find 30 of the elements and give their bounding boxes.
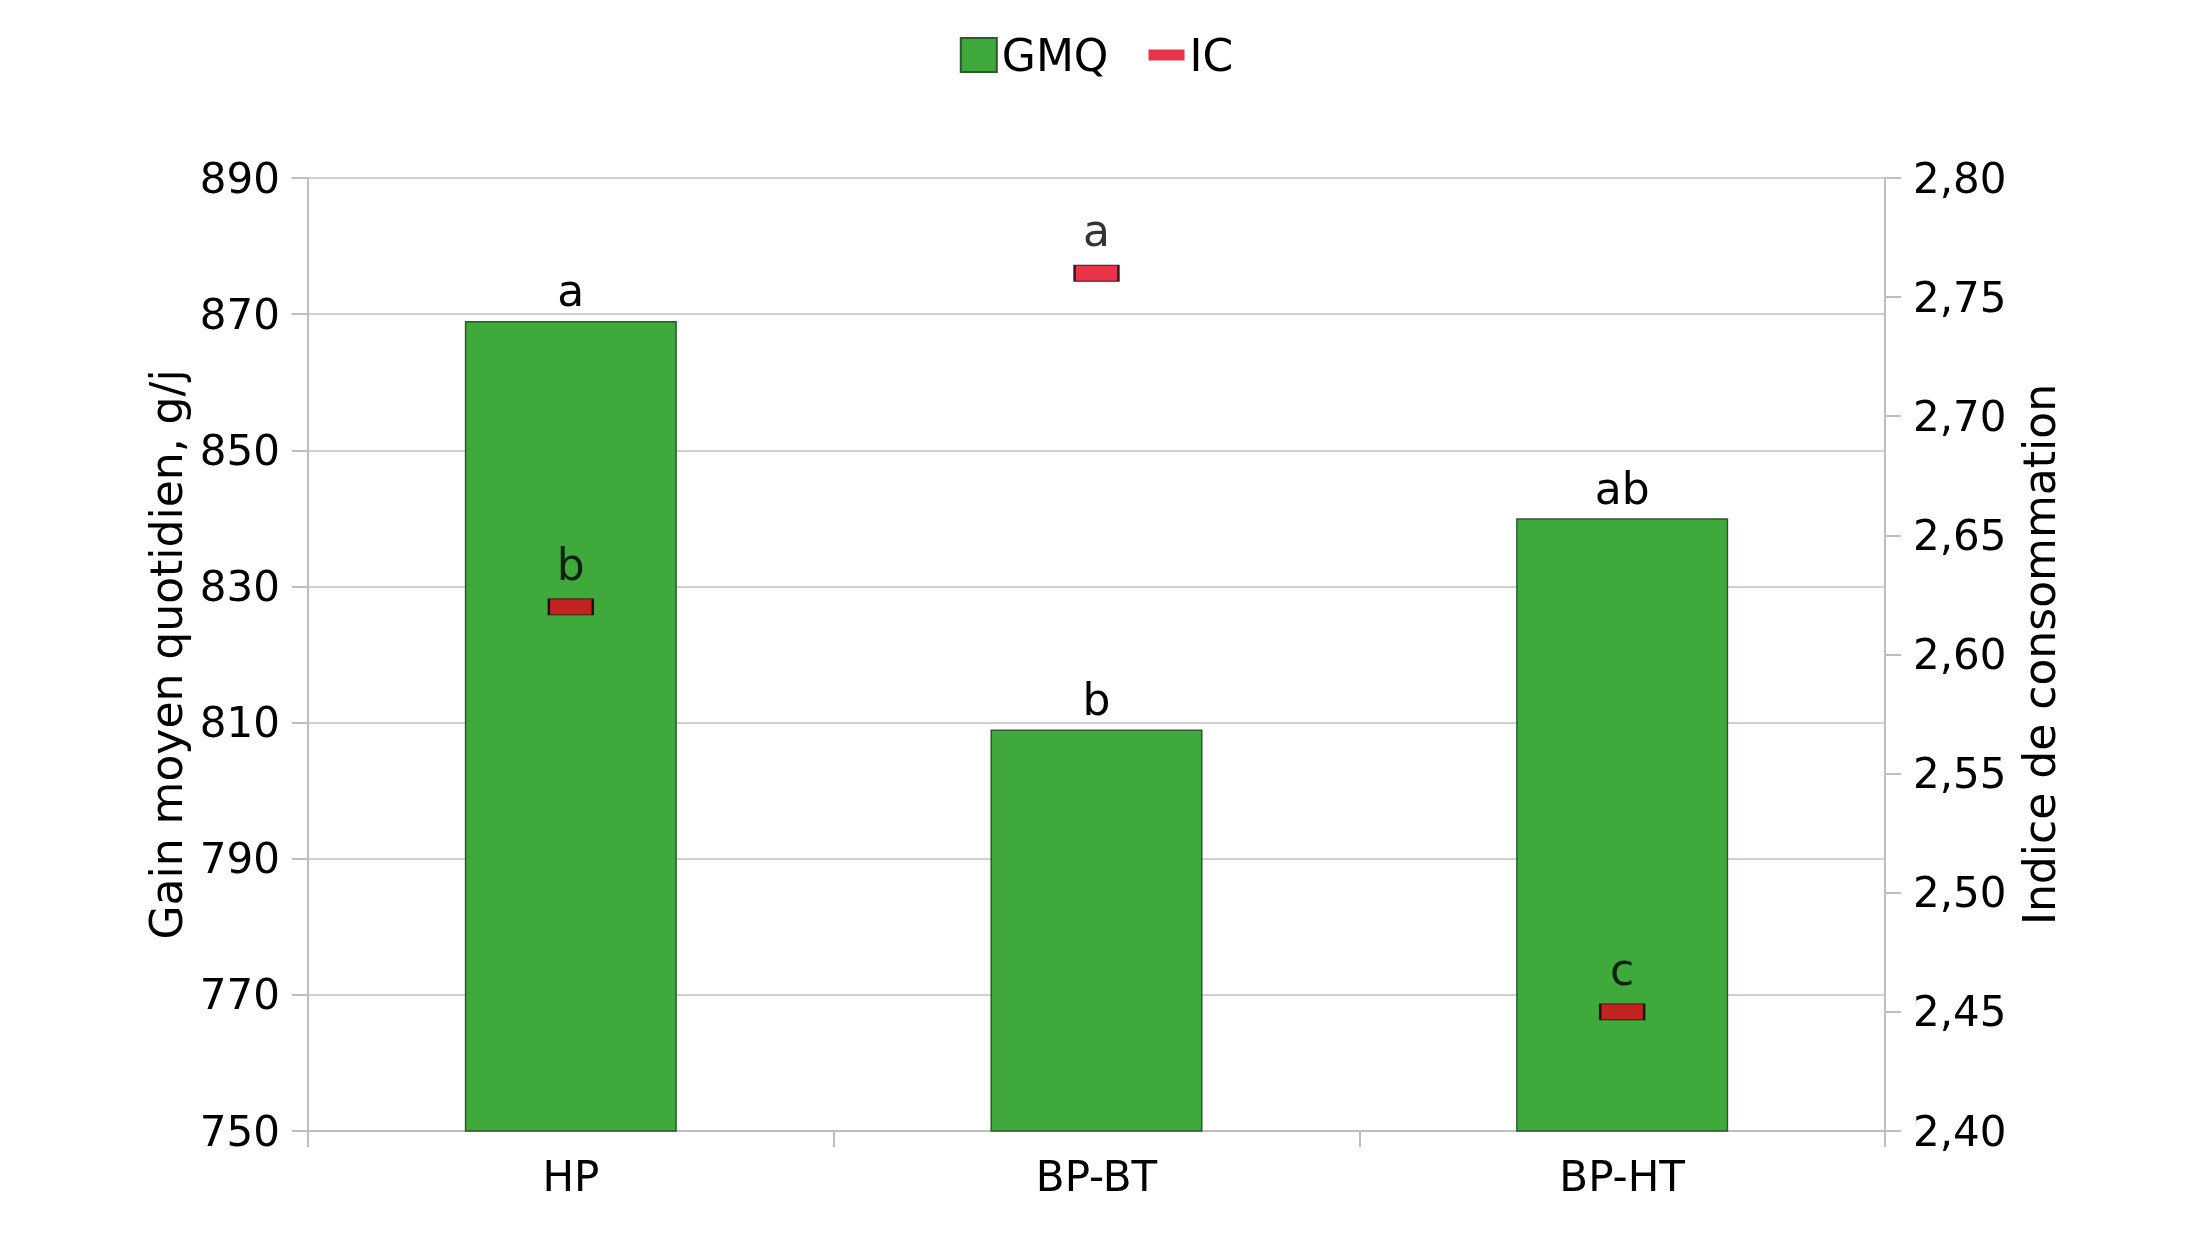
y-tick-label: 850 — [199, 425, 280, 475]
y2-tick-label: 2,70 — [1913, 391, 2007, 441]
y-tick-label: 810 — [199, 698, 280, 748]
y2-axis-title: Indice de consommation — [2013, 383, 2065, 926]
legend-label: IC — [1189, 29, 1234, 81]
y-tick-label: 830 — [199, 561, 280, 611]
x-tick-label: BP-BT — [1035, 1151, 1158, 1201]
data-label: b — [1082, 673, 1111, 725]
data-label: a — [557, 265, 585, 317]
y-tick-label: 750 — [199, 1106, 280, 1156]
y-tick-label: 870 — [199, 289, 280, 339]
data-label: b — [556, 538, 585, 590]
y-axis-title: Gain moyen quotidien, g/j — [141, 369, 193, 940]
x-tick-label: HP — [542, 1151, 600, 1201]
legend-label: GMQ — [1001, 29, 1109, 81]
y2-tick-label: 2,60 — [1913, 630, 2007, 679]
y2-tick-label: 2,45 — [1913, 987, 2007, 1037]
y2-tick-label: 2,50 — [1913, 868, 2007, 918]
y-tick-label: 770 — [199, 970, 280, 1020]
y2-tick-label: 2,55 — [1913, 749, 2007, 799]
data-label: c — [1610, 943, 1635, 995]
y-tick-label: 890 — [199, 153, 280, 203]
data-label: a — [1083, 205, 1110, 257]
y-tick-label: 790 — [199, 834, 280, 884]
y2-tick-label: 2,40 — [1913, 1106, 2007, 1156]
y2-tick-label: 2,65 — [1913, 510, 2007, 560]
data-label: ab — [1594, 462, 1650, 514]
x-tick-label: BP-HT — [1559, 1151, 1686, 1201]
y2-tick-label: 2,80 — [1913, 153, 2007, 203]
y2-tick-label: 2,75 — [1913, 272, 2007, 322]
